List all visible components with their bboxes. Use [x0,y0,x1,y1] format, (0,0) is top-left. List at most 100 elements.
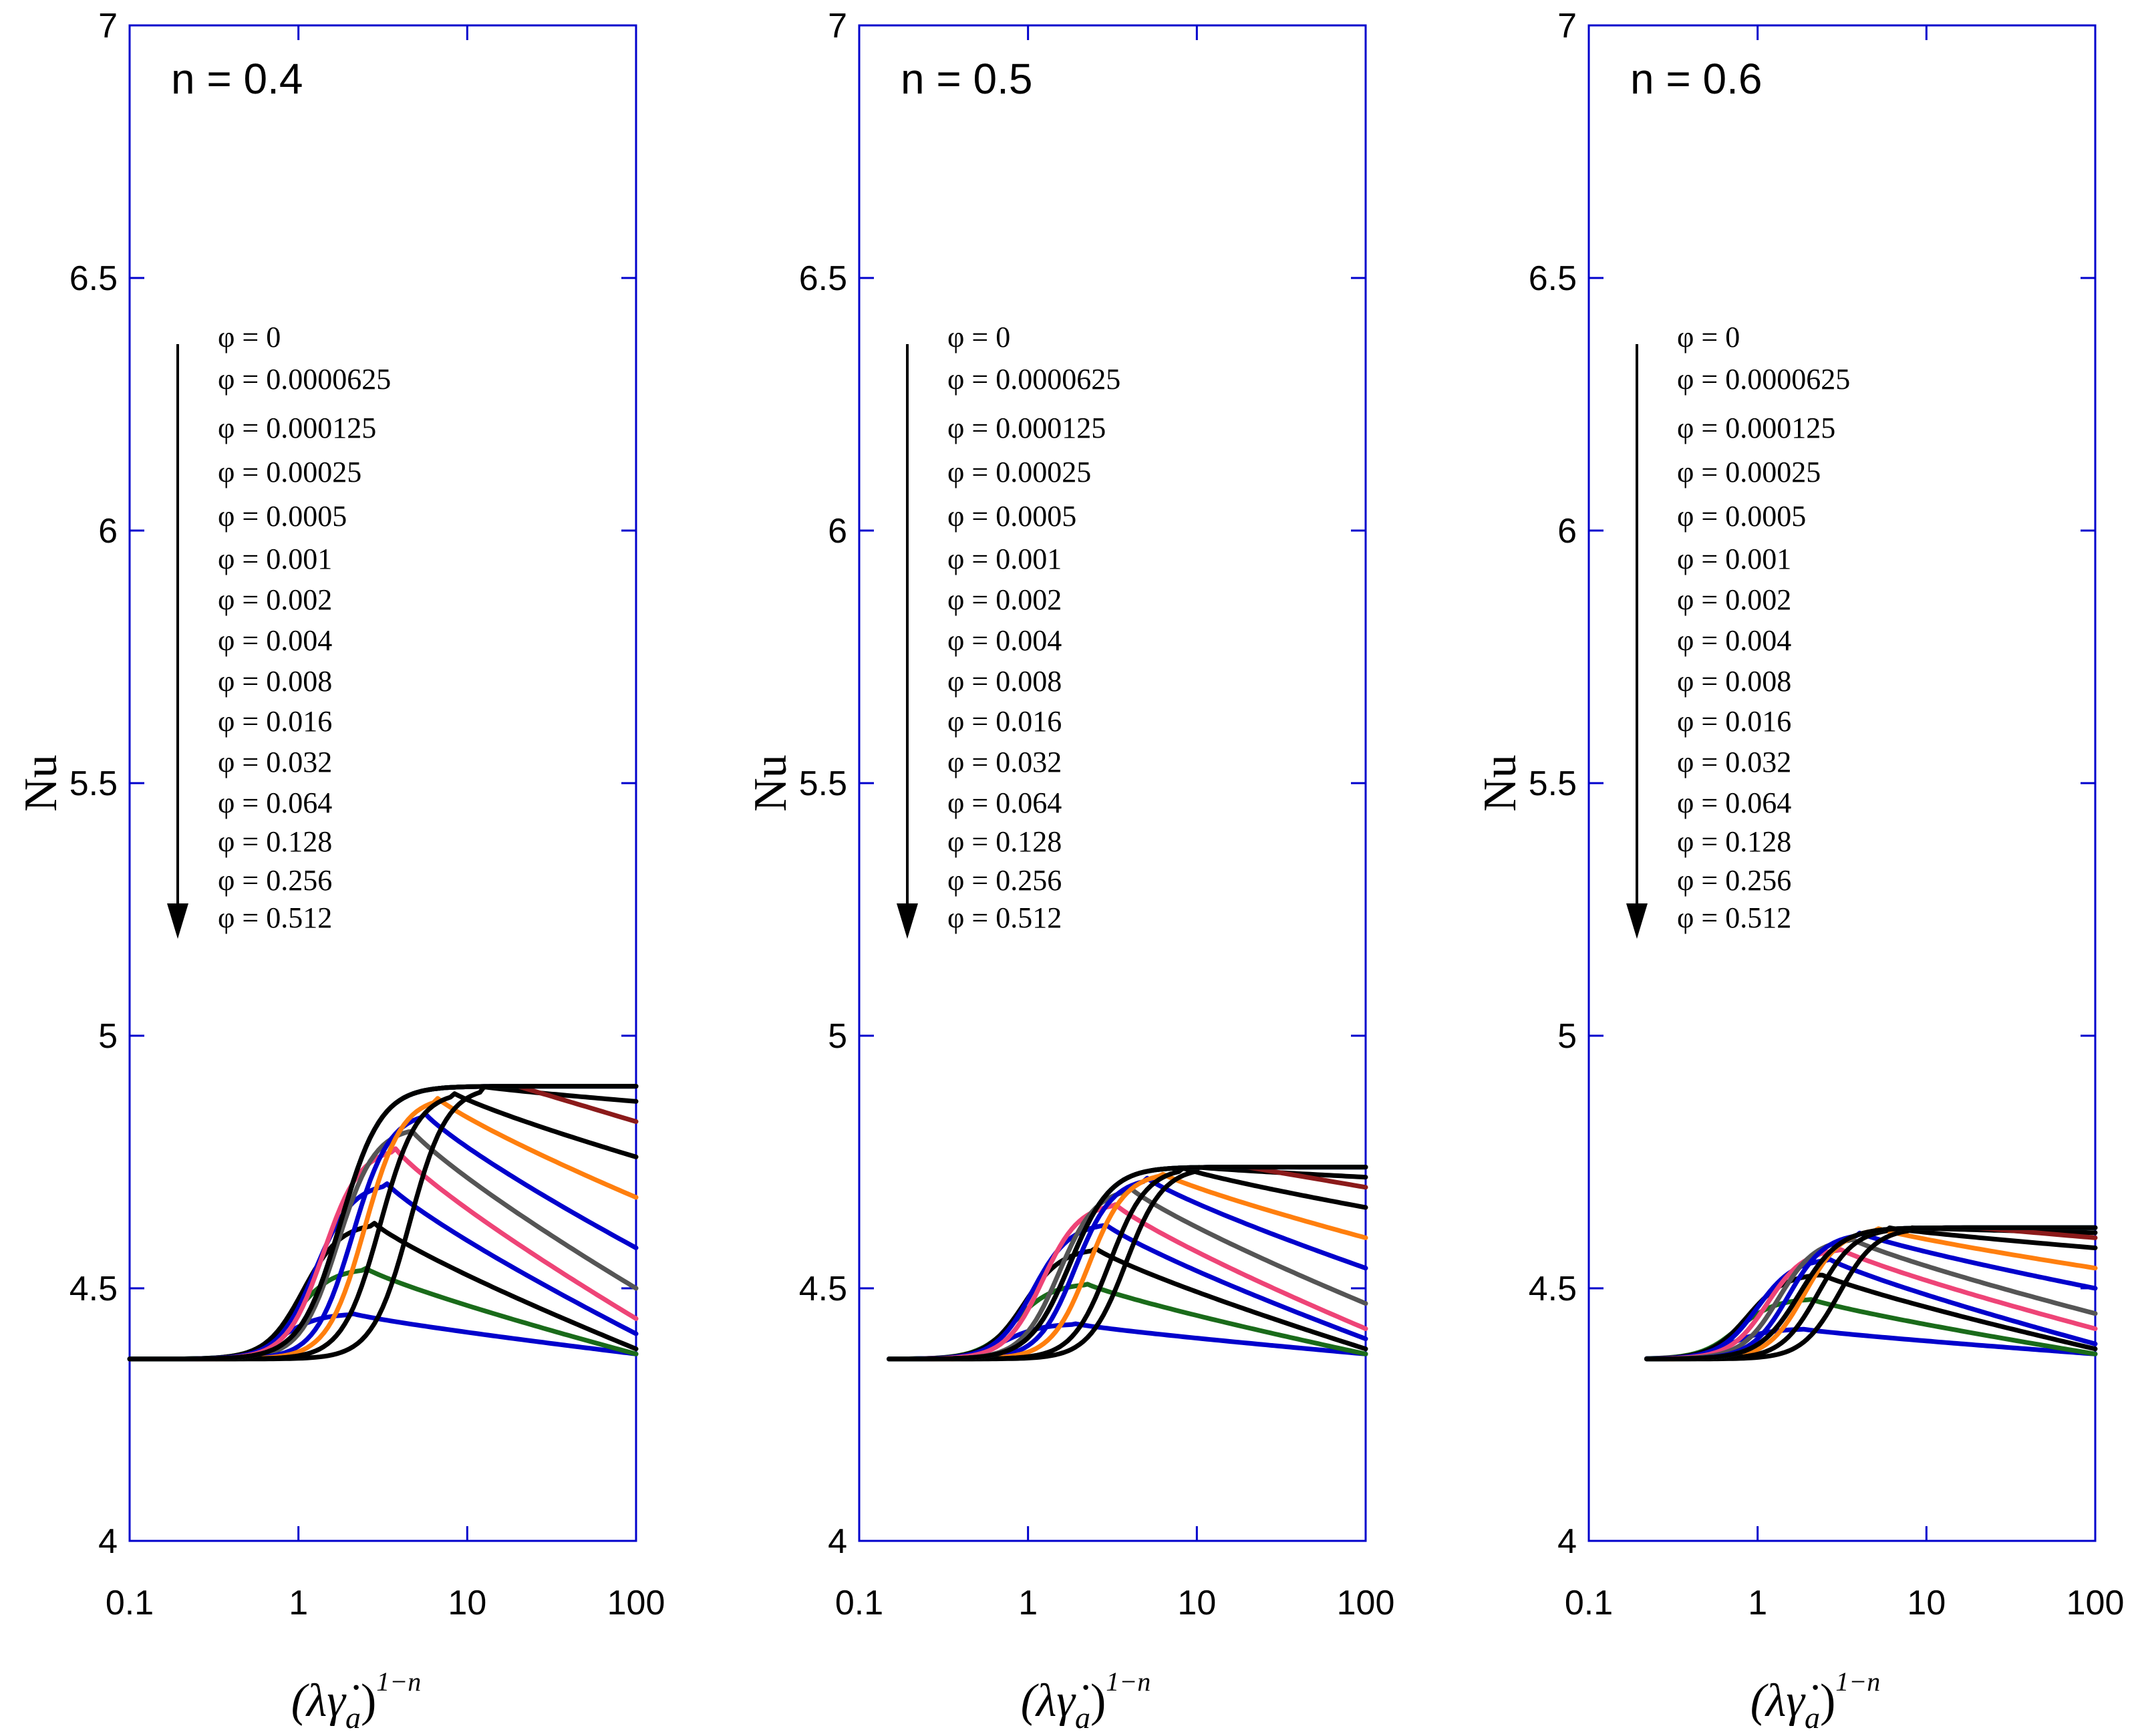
y-axis-label: Nu [1475,754,1526,812]
x-tick-label: 100 [607,1584,665,1622]
legend-entry: φ = 0.256 [1677,864,1791,897]
x-tick-label: 0.1 [1565,1584,1613,1622]
y-tick-label: 4 [1557,1522,1577,1561]
legend-entry: φ = 0.032 [1677,746,1791,778]
legend-entry: φ = 0.0000625 [947,363,1120,396]
panel-title: n = 0.6 [1630,55,1763,103]
y-tick-label: 4.5 [69,1270,118,1308]
legend-entry: φ = 0.512 [947,901,1062,934]
y-tick-label: 4.5 [799,1270,847,1308]
x-tick-label: 0.1 [106,1584,154,1622]
legend-entry: φ = 0.008 [947,665,1062,698]
y-tick-label: 6 [98,512,118,551]
legend-entry: φ = 0.00025 [218,456,361,488]
legend-entry: φ = 0 [947,321,1010,353]
legend-entry: φ = 0.016 [947,705,1062,738]
legend-entry: φ = 0 [1677,321,1740,353]
legend-entry: φ = 0.002 [1677,583,1791,616]
x-axis-label: (λγ̇a)1−n [1021,1667,1151,1735]
legend-entry: φ = 0.000125 [1677,412,1835,444]
x-tick-label: 10 [448,1584,486,1622]
series-line-phi-0.256 [127,1311,639,1362]
legend-entry: φ = 0.0000625 [218,363,391,396]
x-tick-label: 1 [289,1584,308,1622]
legend-entry: φ = 0.004 [218,624,332,657]
legend-entry: φ = 0.016 [218,705,332,738]
x-tick-label: 10 [1177,1584,1216,1622]
legend-entry: φ = 0.000125 [947,412,1106,444]
y-tick-label: 7 [98,7,118,45]
legend-entry: φ = 0.016 [1677,705,1791,738]
panel-title: n = 0.4 [171,55,303,103]
series-line-phi-0.064 [1644,1272,2098,1361]
y-tick-label: 6.5 [69,259,118,298]
y-tick-label: 4 [98,1522,118,1561]
legend-entry: φ = 0.0005 [947,500,1076,533]
x-axis-label: (λγ̇a)1−n [1750,1667,1881,1735]
y-tick-label: 5 [1557,1017,1577,1056]
legend-entry: φ = 0.032 [218,746,332,778]
y-tick-label: 6 [828,512,847,551]
x-tick-label: 100 [2067,1584,2125,1622]
legend-entry: φ = 0.008 [1677,665,1791,698]
legend-arrow-head [1626,903,1648,939]
x-axis-label: (λγ̇a)1−n [291,1667,422,1735]
panel-n-0-4: 4 4.5 5 5.5 6 6.5 7 0.1 1 10 100 n = 0.4 Nu (λγ̇a)1−n… [15,7,665,1735]
series-line-phi-0.016 [887,1202,1368,1362]
legend-entry: φ = 0.512 [218,901,332,934]
plot-frame [1587,24,2097,1542]
legend-entry: φ = 0.001 [218,543,332,575]
legend-entry: φ = 0.128 [218,825,332,858]
series-line-phi-0 [1644,1225,2098,1362]
y-axis-label: Nu [15,754,67,812]
legend-entry: φ = 0 [218,321,281,353]
y-tick-label: 6 [1557,512,1577,551]
y-tick-label: 7 [1557,7,1577,45]
y-tick-label: 5 [828,1017,847,1056]
plot-frame [858,24,1367,1542]
series-line-phi-0 [887,1165,1368,1362]
legend-entry: φ = 0.128 [1677,825,1791,858]
y-tick-label: 5.5 [799,764,847,803]
legend-entry: φ = 0.512 [1677,901,1791,934]
x-tick-label: 1 [1018,1584,1038,1622]
y-tick-label: 5.5 [69,764,118,803]
x-tick-label: 10 [1907,1584,1946,1622]
legend-entry: φ = 0.064 [218,786,332,819]
legend-entry: φ = 0.002 [218,583,332,616]
y-tick-label: 5.5 [1529,764,1577,803]
legend-entry: φ = 0.0000625 [1677,363,1850,396]
panel-n-0-6: 4 4.5 5 5.5 6 6.5 7 0.1 1 10 100 n = 0.6 Nu (λγ̇a)1−n… [1475,7,2124,1735]
legend-entry: φ = 0.256 [218,864,332,897]
legend-entry: φ = 0.001 [1677,543,1791,575]
legend-entry: φ = 0.128 [947,825,1062,858]
legend-entry: φ = 0.256 [947,864,1062,897]
series-line-phi-0.016 [127,1146,639,1362]
panel-n-0-5: 4 4.5 5 5.5 6 6.5 7 0.1 1 10 100 n = 0.5 Nu (λγ̇a)1−n… [745,7,1394,1735]
legend-entry: φ = 0.032 [947,746,1062,778]
y-tick-label: 4.5 [1529,1270,1577,1308]
y-tick-label: 6.5 [799,259,847,298]
y-tick-label: 4 [828,1522,847,1561]
plot-frame [128,24,637,1542]
x-tick-label: 100 [1337,1584,1395,1622]
y-tick-label: 5 [98,1017,118,1056]
y-axis-label: Nu [745,754,796,812]
legend-arrow-head [897,903,918,939]
legend-entry: φ = 0.002 [947,583,1062,616]
y-tick-label: 6.5 [1529,259,1577,298]
panel-title: n = 0.5 [901,55,1033,103]
legend-entry: φ = 0.001 [947,543,1062,575]
legend-entry: φ = 0.008 [218,665,332,698]
y-tick-label: 7 [828,7,847,45]
x-tick-label: 0.1 [835,1584,883,1622]
legend-entry: φ = 0.0005 [1677,500,1806,533]
legend-entry: φ = 0.000125 [218,412,376,444]
series-line-phi-0 [127,1084,639,1362]
series-line-phi-0.016 [1644,1247,2098,1362]
legend-arrow-head [167,903,188,939]
legend-entry: φ = 0.004 [1677,624,1791,657]
series-line-phi-0.032 [1644,1257,2098,1361]
x-tick-label: 1 [1748,1584,1767,1622]
